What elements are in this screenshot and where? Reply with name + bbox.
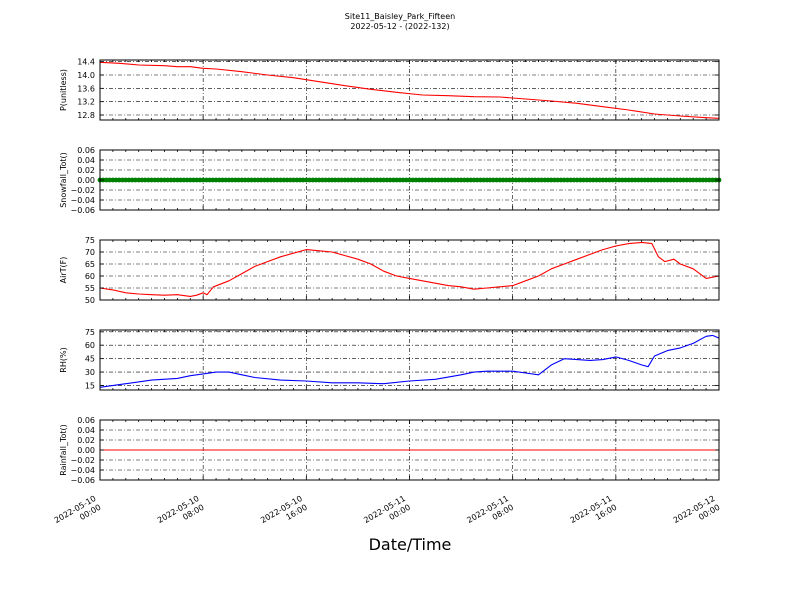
- y-tick-label: 12.8: [77, 111, 95, 120]
- y-tick-label: 30: [85, 368, 95, 377]
- subplot-3: 50 55 60 65 70 75 AirT(F): [59, 236, 720, 305]
- y-axis-label: P(unitless): [59, 69, 68, 111]
- series-line: [99, 241, 720, 297]
- y-tick-label: −0.06: [70, 206, 95, 215]
- y-tick-label: 75: [85, 236, 95, 245]
- subplot-stack: 12.813.213.614.014.4P(unitless)−0.06−0.0…: [59, 58, 722, 485]
- y-tick-label: 0.00: [77, 446, 95, 455]
- y-tick-label: −0.04: [70, 196, 95, 205]
- y-tick-label: 13.2: [77, 98, 95, 107]
- y-tick-label: 75: [85, 328, 95, 337]
- x-tick-label: 2022-05-1000:00: [53, 494, 103, 534]
- subplot-5: −0.06−0.04−0.020.000.020.040.06 Rainfall_…: [59, 416, 720, 485]
- y-tick-label: 0.06: [77, 146, 95, 155]
- y-axis-label: AirT(F): [59, 257, 68, 284]
- y-axis-label: RH(%): [59, 347, 68, 372]
- y-tick-label: 0.02: [77, 166, 95, 175]
- y-tick-label: −0.02: [70, 456, 95, 465]
- x-axis-label: Date/Time: [369, 535, 452, 554]
- y-tick-label: 55: [85, 284, 95, 293]
- y-tick-label: 15: [85, 382, 95, 391]
- subplot-4: 15 30 45 60 75 RH(%): [59, 328, 720, 391]
- y-tick-label: −0.06: [70, 476, 95, 485]
- figure-subtitle: 2022-05-12 - (2022-132): [350, 22, 449, 31]
- y-tick-label: 0.00: [77, 176, 95, 185]
- y-tick-label: 0.06: [77, 416, 95, 425]
- y-tick-label: 14.4: [77, 58, 95, 67]
- y-tick-label: 13.6: [77, 84, 95, 93]
- x-tick-label: 2022-05-1116:00: [569, 494, 619, 534]
- x-tick-label: 2022-05-1108:00: [465, 494, 515, 534]
- y-tick-label: 14.0: [77, 71, 95, 80]
- figure-title: Site11_Baisley_Park_Fifteen: [345, 12, 455, 21]
- y-tick-label: 70: [85, 248, 95, 257]
- x-tick-label: 2022-05-1016:00: [259, 494, 309, 534]
- y-tick-label: 50: [85, 296, 95, 305]
- x-tick-label: 2022-05-1200:00: [672, 494, 722, 534]
- x-tick-label: 2022-05-1008:00: [156, 494, 206, 534]
- y-axis-label: Snowfall_Tot(): [59, 152, 68, 208]
- y-tick-label: 60: [85, 341, 95, 350]
- x-tick-label: 2022-05-1100:00: [362, 494, 412, 534]
- y-tick-label: 45: [85, 355, 95, 364]
- y-tick-label: −0.04: [70, 466, 95, 475]
- x-axis-ticks: 2022-05-1000:00 2022-05-1008:00 2022-05-10…: [53, 494, 722, 534]
- series-line: [99, 61, 720, 119]
- series-line: [99, 334, 720, 388]
- y-tick-label: 0.04: [77, 426, 95, 435]
- y-axis-label: Rainfall_Tot(): [59, 424, 68, 476]
- subplot-2: −0.06−0.04−0.020.000.020.040.06 Snowfall_…: [59, 146, 722, 215]
- y-tick-label: 65: [85, 260, 95, 269]
- y-tick-label: 0.04: [77, 156, 95, 165]
- y-tick-label: −0.02: [70, 186, 95, 195]
- y-tick-label: 60: [85, 272, 95, 281]
- subplot-1: 12.8 13.2 13.6 14.0 14.4 P(unitless): [59, 58, 720, 121]
- y-tick-label: 0.02: [77, 436, 95, 445]
